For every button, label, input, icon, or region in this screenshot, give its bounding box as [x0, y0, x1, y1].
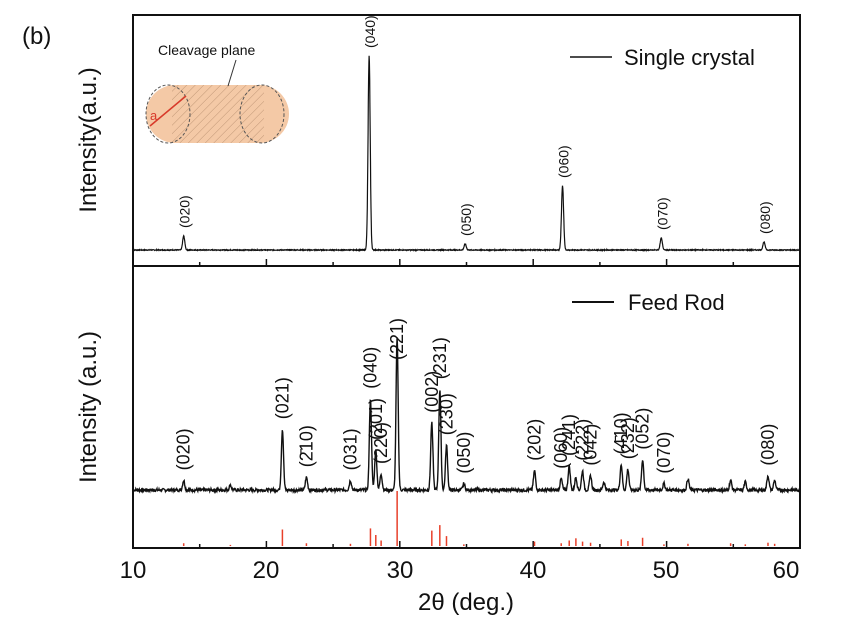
- bottom-peak-label: (040): [360, 347, 380, 389]
- bottom-peak-label: (021): [272, 377, 292, 419]
- inset-end-right: [239, 84, 285, 144]
- bottom-peak-label: (002): [422, 371, 442, 413]
- inset-cleavage-schematic: a Cleavage plane: [145, 42, 289, 144]
- bottom-peak-label: (2̄10): [296, 425, 316, 467]
- reference-pattern: [182, 491, 776, 546]
- x-axis-ticks: [132, 259, 801, 548]
- x-tick-label: 30: [387, 557, 414, 584]
- bottom-peak-label: (042): [581, 424, 601, 466]
- x-tick-label: 50: [653, 557, 680, 584]
- x-tick-label: 20: [253, 557, 280, 584]
- inset-axis-arrow: [149, 95, 187, 127]
- bottom-peak-label: (230): [436, 393, 456, 435]
- x-tick-label: 40: [520, 557, 547, 584]
- inset-pointer: [227, 59, 237, 87]
- x-tick-labels: 10 20 30 40 50 60: [120, 557, 800, 584]
- bottom-peak-label: (060): [551, 427, 571, 469]
- top-legend-label: Single crystal: [624, 45, 755, 70]
- bottom-series-line: [132, 337, 801, 495]
- x-axis-label: 2θ (deg.): [418, 589, 514, 616]
- inset-cleavage-plane: [172, 85, 264, 143]
- top-legend: Single crystal: [570, 45, 755, 70]
- bottom-peak-label: (070): [654, 432, 674, 474]
- inset-axis-label: a: [150, 108, 158, 123]
- bottom-peak-label: (020): [174, 428, 194, 470]
- bottom-legend-label: Feed Rod: [628, 290, 725, 315]
- bottom-peak-label: (202): [525, 419, 545, 461]
- top-peak-label: (080): [757, 201, 773, 234]
- top-peak-label: (050): [458, 203, 474, 236]
- top-peak-label: (060): [556, 145, 572, 178]
- inset-end-left: [145, 84, 191, 144]
- top-y-axis-label: Intensity(a.u.): [75, 67, 102, 212]
- inset-title: Cleavage plane: [158, 42, 256, 58]
- top-peak-label: (040): [362, 15, 378, 48]
- top-series: [132, 55, 801, 253]
- x-tick-label: 10: [120, 557, 147, 584]
- x-tick-label: 60: [773, 557, 800, 584]
- bottom-peak-label: (221): [387, 318, 407, 360]
- bottom-peak-label: (232): [618, 417, 638, 459]
- bottom-peak-label: (031): [340, 428, 360, 470]
- bottom-peak-label: (080): [758, 424, 778, 466]
- bottom-peak-label: (050): [454, 432, 474, 474]
- bottom-series: [132, 337, 801, 495]
- panel-label: (b): [22, 23, 51, 50]
- bottom-peak-label: (220): [371, 422, 391, 464]
- top-peak-label: (070): [654, 197, 670, 230]
- bottom-peak-label: (4̄10): [611, 412, 631, 454]
- bottom-peak-label: (231): [430, 337, 450, 379]
- top-series-line: [132, 55, 801, 253]
- bottom-legend: Feed Rod: [572, 290, 725, 315]
- bottom-peak-label: (201): [366, 398, 386, 440]
- bottom-y-axis-label: Intensity (a.u.): [75, 331, 102, 483]
- top-peak-labels: (020) (040) (050) (060) (070) (080): [177, 15, 773, 236]
- bottom-peak-label: (222): [573, 419, 593, 461]
- bottom-peak-label: (052): [633, 408, 653, 450]
- top-peak-label: (020): [177, 195, 193, 228]
- bottom-peak-label: (241): [559, 414, 579, 456]
- bottom-peak-labels: (020) (021)(2̄10) (031) (040) (201)(220) (221…: [174, 318, 778, 474]
